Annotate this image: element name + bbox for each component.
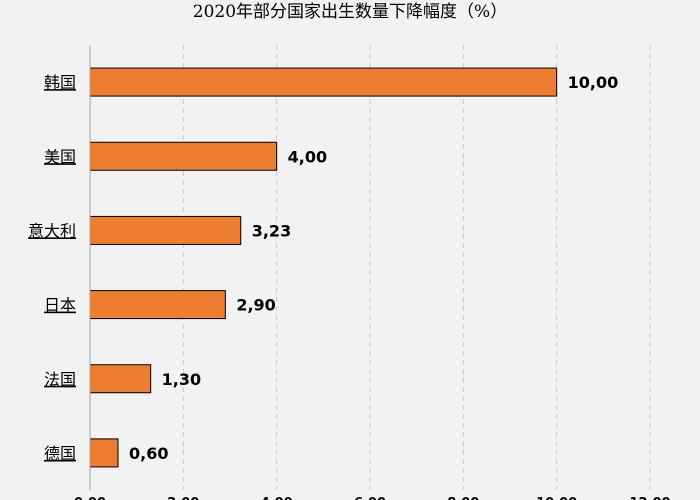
- chart-title: 2020年部分国家出生数量下降幅度（%）: [193, 2, 507, 22]
- data-label: 10,00: [568, 73, 619, 92]
- x-tick-label: 12,00: [629, 496, 670, 500]
- grid-layer: [182, 45, 651, 490]
- x-tick-label: 0,00: [74, 496, 106, 500]
- bar: [89, 141, 278, 171]
- data-label: 4,00: [288, 147, 327, 166]
- data-label: 3,23: [252, 221, 291, 240]
- data-label: 2,90: [236, 296, 275, 315]
- data-label: 1,30: [162, 370, 201, 389]
- x-tick-label: 8,00: [447, 496, 479, 500]
- category-label: 德国: [44, 444, 76, 463]
- x-tick-label: 4,00: [261, 496, 293, 500]
- category-label: 日本: [44, 296, 76, 315]
- category-label: 意大利: [28, 221, 76, 240]
- bar-layer: [89, 67, 558, 468]
- data-label: 0,60: [129, 444, 168, 463]
- bar: [89, 67, 558, 97]
- bar: [89, 290, 226, 320]
- x-tick-label: 2,00: [167, 496, 199, 500]
- x-tick-label: 6,00: [354, 496, 386, 500]
- category-label: 美国: [44, 147, 76, 166]
- bar: [89, 364, 152, 394]
- bar: [89, 215, 242, 245]
- category-label: 韩国: [44, 73, 76, 92]
- x-tick-label: 10,00: [536, 496, 577, 500]
- label-layer: 韩国 10,00 美国 4,00 意大利 3,23 日本 2,90 法国 1,30 德国 0,60 0,…: [28, 73, 671, 500]
- category-label: 法国: [44, 370, 76, 389]
- bar: [89, 438, 119, 468]
